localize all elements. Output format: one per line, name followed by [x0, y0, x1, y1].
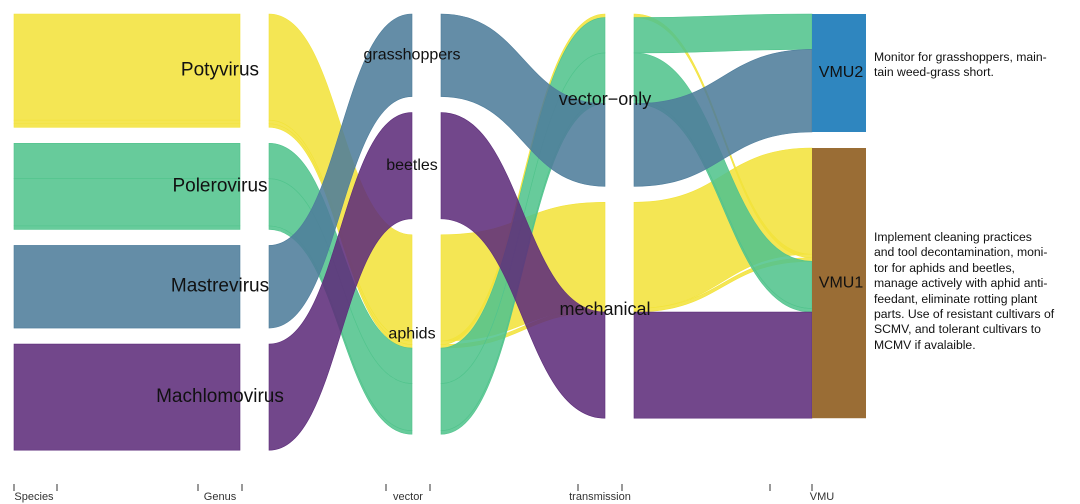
label-vmu1: VMU1 — [819, 274, 864, 291]
label-mastrevirus: Mastrevirus — [171, 276, 269, 297]
flow-machlomovirus-0 — [13, 343, 241, 451]
note-vmu1-line-6: SCMV, and tolerant cultivars to — [874, 322, 1041, 337]
label-machlomovirus: Machlomovirus — [156, 386, 284, 407]
axis-label-transmission: transmission — [569, 491, 631, 503]
stratum-vmu2 — [812, 14, 866, 132]
label-vector-only: vector−only — [559, 89, 652, 109]
label-grasshoppers: grasshoppers — [364, 47, 461, 64]
note-vmu1-line-1: and tool decontamination, moni- — [874, 245, 1048, 260]
flow-potyvirus-0 — [13, 119, 241, 125]
label-vmu2: VMU2 — [819, 64, 864, 81]
flow-mastrevirus-2 — [440, 13, 606, 187]
note-vmu2-line-0: Monitor for grasshoppers, main- — [874, 50, 1047, 64]
label-potyvirus: Potyvirus — [181, 60, 259, 81]
note-vmu1-line-2: tor for aphids and beetles, — [874, 260, 1015, 275]
note-vmu1-line-5: parts. Use of resistant cultivars of — [874, 307, 1055, 322]
flow-mastrevirus-0 — [13, 245, 241, 329]
note-vmu2-line-1: tain weed-grass short. — [874, 65, 994, 80]
note-vmu1-line-3: manage actively with aphid anti- — [874, 276, 1048, 291]
label-mechanical: mechanical — [559, 299, 650, 319]
note-vmu1-line-0: Implement cleaning practices — [874, 230, 1032, 244]
flows-layer — [13, 13, 813, 451]
stratum-vmu1 — [812, 148, 866, 419]
axis-label-species: Species — [14, 491, 54, 503]
vmu2-annotation: Monitor for grasshoppers, main-tain weed… — [874, 50, 1080, 81]
flow-polerovirus-0 — [13, 225, 241, 230]
flow-polerovirus-3 — [633, 13, 813, 54]
flow-potyvirus-0 — [13, 123, 241, 128]
alluvial-chart: Potyvirus Polerovirus Mastrevirus Machlomov… — [13, 13, 866, 503]
axis-label-genus: Genus — [204, 491, 237, 503]
flow-mastrevirus-1 — [268, 13, 413, 329]
vmu1-annotation: Implement cleaning practices and tool dec… — [874, 230, 1080, 353]
note-vmu1-line-4: feedant, eliminate rotting plant — [874, 291, 1038, 306]
x-axis: Species Genus vector transmission VMU — [13, 484, 835, 503]
flow-polerovirus-0 — [13, 142, 241, 179]
label-polerovirus: Polerovirus — [172, 175, 267, 196]
label-aphids: aphids — [388, 326, 435, 343]
axis-label-vmu: VMU — [810, 491, 835, 503]
labels-layer: Potyvirus Polerovirus Mastrevirus Machlomov… — [156, 47, 863, 408]
axis-label-vector: vector — [393, 491, 423, 503]
note-vmu1-line-7: MCMV if avalaible. — [874, 337, 976, 352]
flow-machlomovirus-3 — [633, 311, 813, 419]
flow-machlomovirus-1 — [268, 112, 413, 451]
strata-layer — [812, 14, 866, 419]
label-beetles: beetles — [386, 157, 438, 174]
flow-machlomovirus-2 — [440, 112, 606, 419]
